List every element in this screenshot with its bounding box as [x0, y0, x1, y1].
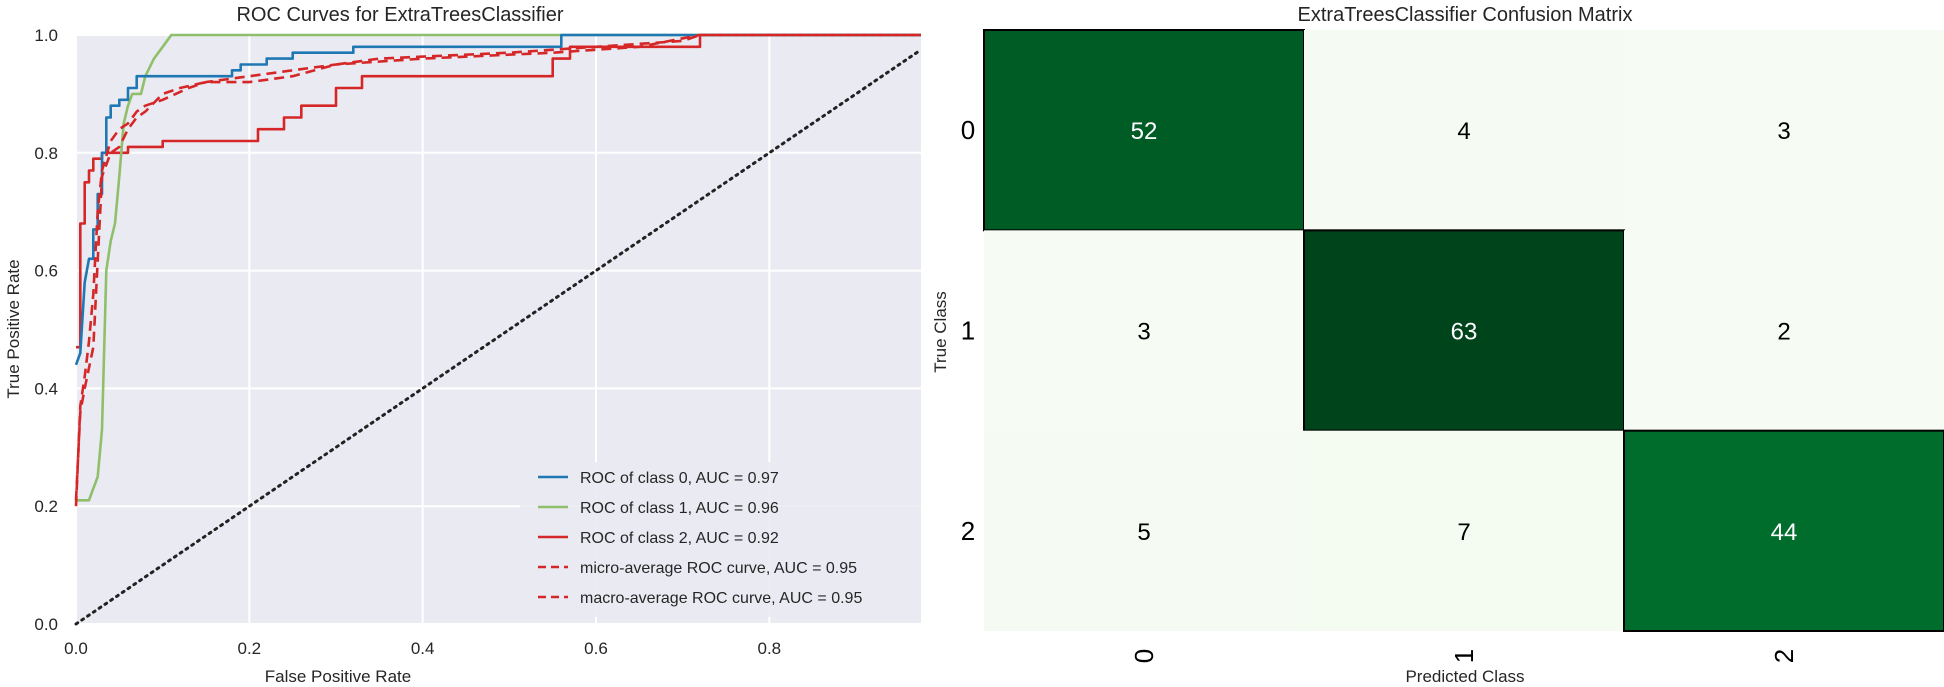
- confusion-matrix-x-axis-label: Predicted Class: [1405, 667, 1524, 686]
- confusion-matrix-x-tick-label: 1: [1449, 649, 1479, 663]
- roc-y-ticks: 0.0 0.2 0.4 0.6 0.8 1.0: [34, 26, 58, 634]
- confusion-matrix-x-ticks: 0 1 2: [1129, 649, 1799, 663]
- confusion-matrix-cell: [1623, 429, 1944, 632]
- confusion-matrix-cells: 52 4 3 3 63 2 5 7 44: [983, 29, 1944, 632]
- confusion-matrix-cell: [1304, 30, 1624, 231]
- confusion-matrix-cell: [1624, 30, 1944, 231]
- roc-y-tick-label: 0.2: [34, 497, 58, 516]
- confusion-matrix-y-tick-label: 0: [961, 115, 975, 145]
- confusion-matrix-title: ExtraTreesClassifier Confusion Matrix: [1298, 4, 1633, 26]
- confusion-matrix-value: 7: [1457, 519, 1470, 546]
- confusion-matrix-cell: [1624, 230, 1944, 431]
- roc-legend-label: ROC of class 1, AUC = 0.96: [580, 500, 779, 517]
- roc-x-ticks: 0.0 0.2 0.4 0.6 0.8: [64, 639, 781, 658]
- roc-x-tick-label: 0.2: [238, 639, 262, 658]
- roc-series-line-0: [74, 33, 921, 366]
- roc-x-axis-label: False Positive Rate: [265, 667, 411, 686]
- roc-chart-title: ROC Curves for ExtraTreesClassifier: [236, 4, 563, 26]
- roc-series-lines: [74, 33, 923, 626]
- roc-y-tick-label: 0.0: [34, 615, 58, 634]
- confusion-matrix-x-tick-label: 2: [1769, 649, 1799, 663]
- confusion-matrix-chart: ExtraTreesClassifier Confusion Matrix 52…: [931, 4, 1944, 686]
- confusion-matrix-value: 3: [1777, 118, 1790, 145]
- roc-series-line-1: [76, 33, 921, 502]
- roc-y-tick-label: 1.0: [34, 26, 58, 45]
- confusion-matrix-y-ticks: 0 1 2: [961, 115, 975, 546]
- roc-legend-box: [520, 462, 921, 617]
- confusion-matrix-y-tick-label: 2: [961, 516, 975, 546]
- roc-y-tick-label: 0.6: [34, 262, 58, 281]
- roc-legend-label: macro-average ROC curve, AUC = 0.95: [580, 590, 862, 607]
- roc-legend-label: ROC of class 0, AUC = 0.97: [580, 470, 779, 487]
- roc-series-line-4: [74, 33, 921, 501]
- roc-legend-label: micro-average ROC curve, AUC = 0.95: [580, 560, 857, 577]
- roc-y-tick-label: 0.8: [34, 144, 58, 163]
- roc-x-tick-label: 0.8: [758, 639, 782, 658]
- confusion-matrix-value: 63: [1451, 319, 1478, 346]
- roc-x-tick-label: 0.0: [64, 639, 88, 658]
- confusion-matrix-value: 4: [1457, 118, 1470, 145]
- roc-legend-label: ROC of class 2, AUC = 0.92: [580, 530, 779, 547]
- roc-chart: ROC Curves for ExtraTreesClassifier 0.0 0…: [4, 4, 923, 686]
- roc-y-tick-label: 0.4: [34, 379, 58, 398]
- confusion-matrix-cell: [1303, 229, 1625, 432]
- confusion-matrix-value: 52: [1131, 118, 1158, 145]
- roc-diagonal-reference-line: [74, 48, 923, 626]
- confusion-matrix-x-tick-label: 0: [1129, 649, 1159, 663]
- confusion-matrix-value: 2: [1777, 319, 1790, 346]
- confusion-matrix-cell: [984, 430, 1304, 631]
- confusion-matrix-cell: [1304, 430, 1624, 631]
- confusion-matrix-y-axis-label: True Class: [931, 291, 950, 373]
- roc-x-tick-label: 0.4: [411, 639, 435, 658]
- roc-series-line-2: [76, 33, 921, 349]
- confusion-matrix-value: 5: [1137, 519, 1150, 546]
- confusion-matrix-value: 44: [1771, 519, 1798, 546]
- roc-series-line-3: [74, 33, 921, 507]
- confusion-matrix-value: 3: [1137, 319, 1150, 346]
- roc-x-tick-label: 0.6: [584, 639, 608, 658]
- roc-legend: ROC of class 0, AUC = 0.97 ROC of class 1…: [520, 462, 921, 617]
- confusion-matrix-y-tick-label: 1: [961, 316, 975, 346]
- confusion-matrix-cell: [984, 230, 1304, 431]
- roc-y-axis-label: True Positive Rate: [4, 259, 23, 398]
